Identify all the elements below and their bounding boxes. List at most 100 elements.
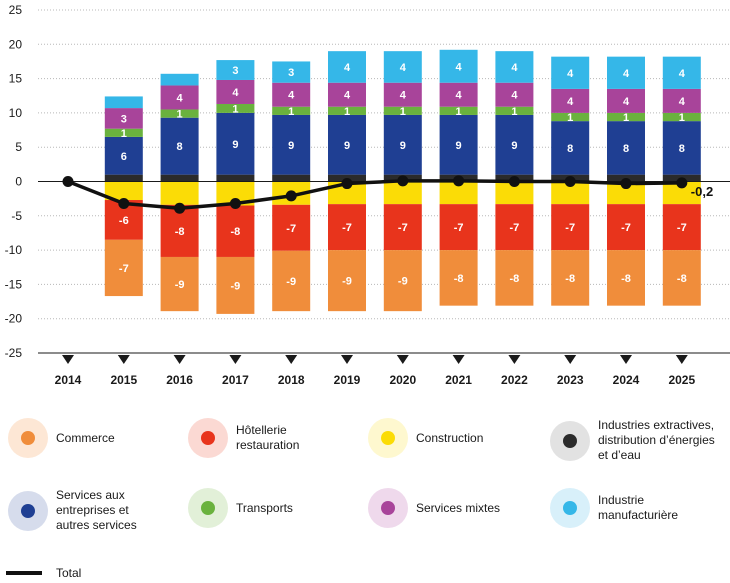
bar-segment [104, 136, 143, 175]
data-label: -6 [119, 215, 129, 227]
data-label: 8 [623, 143, 629, 155]
bar-segment [607, 121, 645, 175]
bar-segment [662, 112, 701, 122]
bar-segment [607, 112, 645, 122]
bar-segment [495, 51, 534, 83]
total-point [453, 175, 465, 187]
data-label: 1 [232, 103, 238, 115]
data-label: 1 [567, 112, 573, 124]
x-tick-marker [62, 355, 74, 364]
data-label: 8 [177, 141, 183, 153]
bar-segment [104, 181, 143, 201]
bar-segment [272, 82, 311, 107]
data-label: 4 [567, 68, 574, 80]
bar-segment [439, 82, 478, 107]
bar-segment [160, 73, 199, 86]
bar-segment [160, 109, 199, 118]
y-tick-label: 10 [9, 106, 23, 120]
legend-item-services-mixtes: Services mixtes [368, 488, 500, 528]
x-tick-marker [564, 355, 577, 364]
y-axis: 25 20 15 10 5 0 -5 -10 -15 -20 -25 [5, 3, 23, 360]
data-label: 9 [456, 140, 462, 152]
bar-segment [662, 121, 701, 175]
data-label: 9 [344, 140, 350, 152]
bar-segment [383, 204, 422, 251]
bar-segment [383, 181, 422, 205]
bar-segment [662, 88, 701, 113]
bar-segment [104, 108, 143, 129]
legend-label: Services mixtes [416, 500, 501, 515]
legend-dot [201, 501, 215, 515]
bar-segment [104, 128, 143, 137]
total-point [676, 177, 688, 189]
data-label: -8 [565, 273, 575, 285]
data-label: 1 [177, 109, 183, 121]
data-label: 1 [679, 112, 685, 124]
x-tick-marker [396, 355, 409, 364]
bar-segment [607, 56, 645, 89]
data-label: 4 [344, 90, 351, 102]
data-label: -7 [398, 222, 408, 234]
data-label: -9 [231, 280, 241, 292]
data-label: 4 [400, 90, 407, 102]
x-tick-label: 2018 [278, 373, 305, 387]
legend-swatch [550, 488, 590, 528]
legend-item-services-entreprises: Services aux entreprises et autres servi… [8, 488, 137, 533]
data-label: 1 [344, 106, 350, 118]
total-point [397, 175, 409, 187]
legend-item-industrie-manufacturiere: Industrie manufacturière [550, 488, 678, 528]
legend-label-total: Total [56, 566, 82, 580]
legend-dot [563, 501, 577, 515]
total-point [341, 178, 353, 190]
bar-segment [104, 174, 143, 182]
data-label: 6 [121, 151, 127, 163]
bars [104, 49, 701, 314]
legend-label: Industries extractives, distribution d’é… [598, 418, 715, 462]
data-label: -9 [398, 276, 408, 288]
legend-swatch [188, 488, 228, 528]
x-tick-label: 2015 [110, 373, 137, 387]
bar-segment [551, 181, 590, 205]
data-label: 3 [121, 113, 127, 125]
y-tick-label: 15 [9, 72, 23, 86]
data-label: -9 [286, 276, 296, 288]
bar-segment [272, 204, 311, 251]
data-label: -9 [175, 279, 185, 291]
bar-segment [439, 114, 478, 175]
legend: Commerce Hôtellerie restauration Constru… [0, 410, 730, 583]
legend-item-hotellerie: Hôtellerie restauration [188, 418, 299, 458]
data-label: -7 [510, 222, 520, 234]
data-label: 4 [511, 62, 518, 74]
total-point [508, 176, 520, 187]
data-label: 1 [288, 106, 294, 118]
legend-dot [381, 501, 395, 515]
x-tick-label: 2023 [557, 373, 584, 387]
bar-segment [495, 114, 534, 175]
bar-segment [272, 114, 311, 175]
legend-dot [21, 431, 35, 445]
legend-swatch [8, 418, 48, 458]
data-label: 4 [679, 96, 686, 108]
bar-segment [662, 250, 701, 306]
bar-segment [216, 174, 255, 182]
y-tick-label: 20 [9, 37, 23, 51]
bar-segment [662, 56, 701, 89]
data-label: 4 [400, 62, 407, 74]
bar-segment [551, 56, 590, 89]
bar-segment [328, 204, 366, 251]
bar-segment [383, 82, 422, 107]
bar-segment [104, 239, 143, 297]
total-line-swatch [6, 571, 42, 575]
bar-segment [551, 88, 590, 113]
data-label: -7 [621, 222, 631, 234]
data-label: -7 [454, 222, 464, 234]
x-tick-marker [341, 355, 353, 364]
bar-segment [272, 250, 311, 312]
bar-segment [495, 204, 534, 251]
total-point [285, 190, 297, 202]
bar-segment [439, 181, 478, 205]
total-point [229, 197, 241, 209]
legend-swatch [8, 490, 48, 531]
data-label: 9 [511, 140, 517, 152]
y-tick-label: -5 [11, 209, 22, 223]
